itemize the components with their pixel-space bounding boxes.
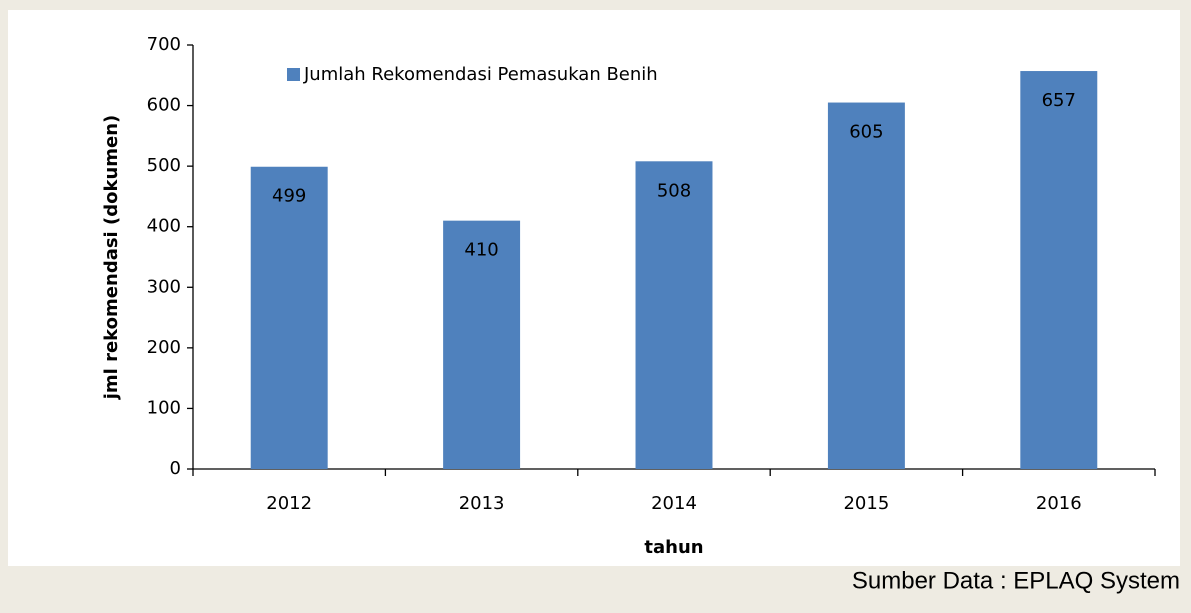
data-label: 499 bbox=[272, 186, 306, 207]
data-label: 410 bbox=[464, 240, 498, 261]
x-tick-label: 2014 bbox=[651, 493, 697, 514]
data-label: 605 bbox=[849, 122, 883, 143]
legend-label: Jumlah Rekomendasi Pemasukan Benih bbox=[303, 64, 658, 85]
y-tick-label: 300 bbox=[147, 276, 181, 297]
y-axis-label: jml rekomendasi (dokumen) bbox=[101, 115, 122, 401]
bar bbox=[827, 102, 905, 470]
x-tick-label: 2016 bbox=[1036, 493, 1082, 514]
y-tick-label: 400 bbox=[147, 216, 181, 237]
x-axis-label: tahun bbox=[644, 537, 703, 558]
y-tick-label: 0 bbox=[170, 458, 181, 479]
y-tick-label: 600 bbox=[147, 95, 181, 116]
data-label: 657 bbox=[1042, 90, 1076, 111]
x-tick-label: 2015 bbox=[843, 493, 889, 514]
bar bbox=[250, 166, 328, 469]
legend-swatch bbox=[287, 68, 300, 81]
x-tick-label: 2013 bbox=[459, 493, 505, 514]
bar bbox=[443, 220, 521, 469]
y-tick-label: 500 bbox=[147, 155, 181, 176]
plot-panel bbox=[8, 10, 1180, 566]
y-tick-label: 100 bbox=[147, 397, 181, 418]
x-tick-label: 2012 bbox=[266, 493, 312, 514]
y-tick-label: 700 bbox=[147, 34, 181, 55]
data-label: 508 bbox=[657, 180, 691, 201]
bar bbox=[1020, 71, 1098, 469]
bar bbox=[635, 161, 713, 469]
y-tick-label: 200 bbox=[147, 337, 181, 358]
source-note: Sumber Data : EPLAQ System bbox=[852, 567, 1180, 594]
